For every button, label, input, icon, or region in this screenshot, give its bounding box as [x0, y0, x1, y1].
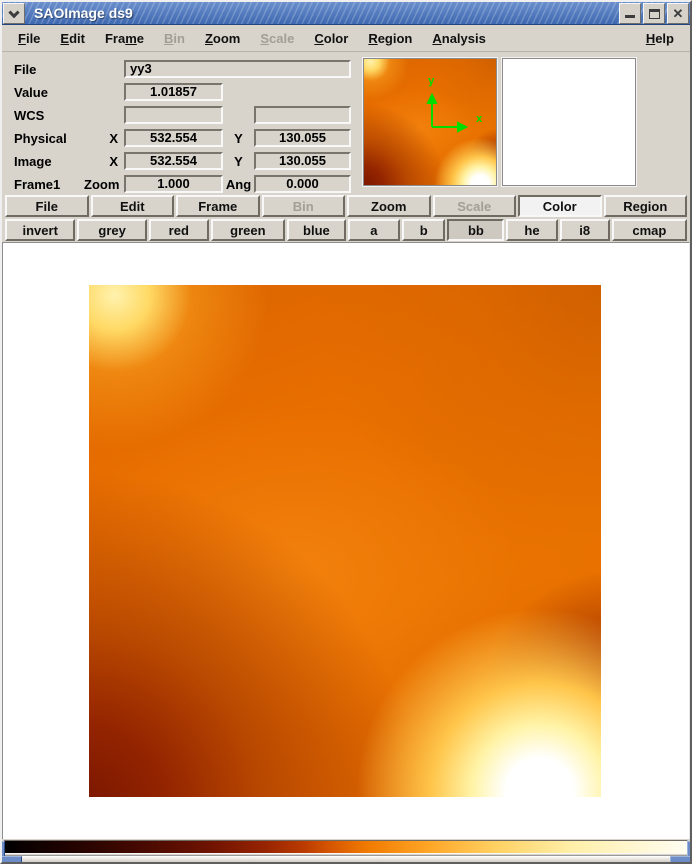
file-field: yy3 [124, 60, 351, 78]
angle-label: Ang [225, 176, 252, 192]
cmap-button[interactable]: cmap [611, 219, 687, 241]
window-resize-corner-left-side[interactable] [2, 841, 5, 862]
menu-color[interactable]: Color [314, 30, 349, 46]
a-button[interactable]: a [347, 219, 400, 241]
green-button[interactable]: green [210, 219, 285, 241]
menu-zoom[interactable]: Zoom [204, 30, 241, 46]
scale-category-button: Scale [432, 195, 516, 217]
window-menu-button[interactable] [3, 3, 25, 24]
menu-region[interactable]: Region [368, 30, 413, 46]
menu-file[interactable]: File [18, 30, 41, 46]
menu-help-slot: Help [636, 27, 684, 50]
chevron-down-icon [8, 6, 20, 18]
physical-x-field: 532.554 [124, 129, 223, 147]
info-section: File yy3 Value 1.01857 WCS Physical X 53… [2, 52, 690, 194]
window-resize-corner-right[interactable] [670, 856, 690, 862]
wcs-label: WCS [14, 107, 45, 123]
physical-y-label: Y [234, 130, 243, 146]
magnifier-panel[interactable] [501, 57, 637, 187]
colorbar[interactable] [4, 840, 688, 854]
image-label: Image [14, 153, 52, 169]
angle-field: 0.000 [254, 175, 351, 193]
compass-y-label: y [428, 74, 435, 87]
file-label: File [14, 61, 37, 77]
grey-button[interactable]: grey [77, 219, 147, 241]
compass-x-label: x [476, 112, 483, 125]
title-bar[interactable]: SAOImage ds9 ✕ [2, 2, 690, 25]
minimize-button[interactable] [619, 3, 641, 24]
compass-icon: y x [422, 75, 486, 145]
he-button[interactable]: he [506, 219, 558, 241]
image-y-field: 130.055 [254, 152, 351, 170]
minimize-icon [625, 15, 635, 18]
menu-bin: Bin [164, 30, 185, 46]
zoom-category-button[interactable]: Zoom [347, 195, 431, 217]
physical-label: Physical [14, 130, 67, 146]
menu-edit[interactable]: Edit [60, 30, 85, 46]
close-icon: ✕ [672, 6, 684, 21]
edit-category-button[interactable]: Edit [90, 195, 174, 217]
coordinate-readout-panel: File yy3 Value 1.01857 WCS Physical X 53… [6, 56, 358, 193]
image-x-label: X [109, 153, 118, 169]
maximize-button[interactable] [643, 3, 665, 24]
wcs-x-field [124, 106, 223, 124]
file-category-button[interactable]: File [5, 195, 89, 217]
color-category-button[interactable]: Color [518, 195, 602, 217]
window-resize-corner-left[interactable] [2, 856, 22, 862]
region-category-button[interactable]: Region [603, 195, 687, 217]
red-button[interactable]: red [148, 219, 209, 241]
physical-x-label: X [109, 130, 118, 146]
physical-y-field: 130.055 [254, 129, 351, 147]
frame-label: Frame1 [14, 176, 61, 192]
menu-frame[interactable]: Frame [104, 30, 145, 46]
zoom-field: 1.000 [124, 175, 223, 193]
window-resize-corner-right-side[interactable] [687, 841, 690, 862]
menu-help[interactable]: Help [645, 30, 674, 46]
menu-analysis[interactable]: Analysis [432, 30, 486, 46]
window-bottom-frame [2, 841, 690, 862]
b-button[interactable]: b [401, 219, 446, 241]
frame-category-button[interactable]: Frame [176, 195, 260, 217]
colorbar-area [2, 839, 690, 855]
colormap-button-bar: invert grey red green blue a b bb he i8 cmap [2, 218, 690, 242]
window-title: SAOImage ds9 [34, 5, 133, 21]
maximize-icon [648, 8, 660, 19]
category-button-bar: File Edit Frame Bin Zoom Scale Color Region [2, 194, 690, 218]
wcs-y-field [254, 106, 351, 124]
display-canvas[interactable] [2, 242, 690, 839]
panner-thumbnail[interactable] [364, 59, 496, 185]
zoom-label: Zoom [84, 176, 120, 192]
i8-button[interactable]: i8 [559, 219, 610, 241]
bin-category-button: Bin [261, 195, 345, 217]
value-label: Value [14, 84, 48, 100]
menu-bar: File Edit Frame Bin Zoom Scale Color Region Anal… [2, 25, 690, 52]
colorbar-gradient [5, 841, 687, 853]
bb-button[interactable]: bb [447, 219, 505, 241]
close-button[interactable]: ✕ [667, 3, 689, 24]
invert-button[interactable]: invert [5, 219, 76, 241]
fits-image[interactable] [89, 285, 601, 797]
value-field: 1.01857 [124, 83, 223, 101]
menu-items: File Edit Frame Bin Zoom Scale Color Region Anal… [8, 27, 496, 50]
image-y-label: Y [234, 153, 243, 169]
panner-panel[interactable]: y x [362, 57, 498, 187]
menu-scale: Scale [260, 30, 295, 46]
blue-button[interactable]: blue [286, 219, 346, 241]
image-x-field: 532.554 [124, 152, 223, 170]
